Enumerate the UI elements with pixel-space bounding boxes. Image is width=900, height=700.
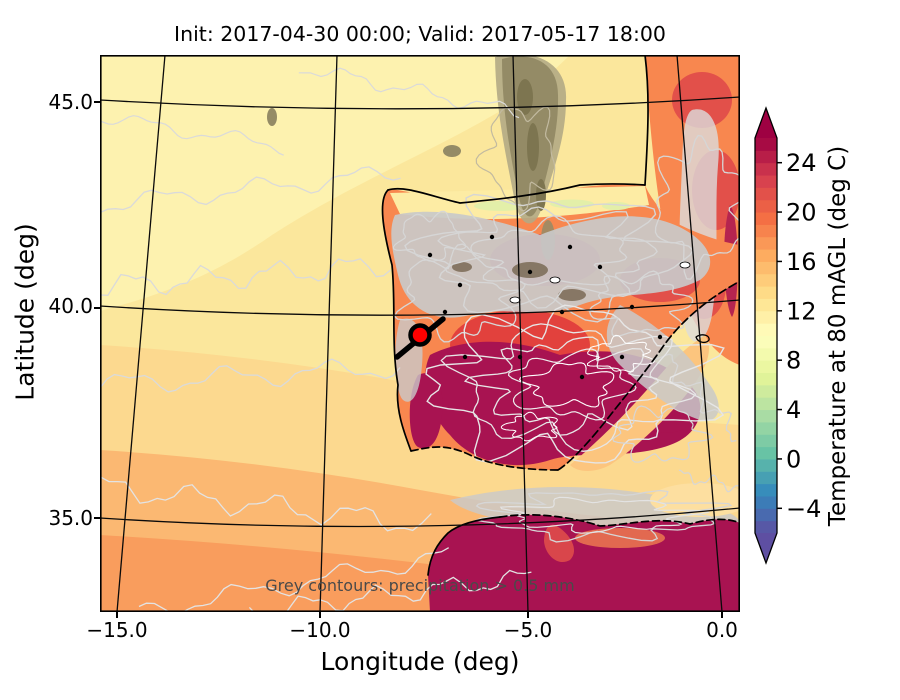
svg-text:8: 8: [786, 347, 801, 375]
svg-text:20: 20: [786, 199, 817, 227]
x-axis-label: Longitude (deg): [320, 647, 520, 676]
x-tick: [527, 612, 529, 618]
svg-text:24: 24: [786, 149, 817, 177]
y-tick-label: 45.0: [48, 90, 93, 114]
plot-border: [100, 55, 740, 612]
x-tick: [721, 612, 723, 618]
precipitation-contours: [100, 67, 740, 612]
y-tick-label: 40.0: [48, 294, 93, 318]
temperature-field: [100, 55, 740, 612]
svg-text:−4: −4: [786, 495, 821, 523]
svg-text:0: 0: [786, 445, 801, 473]
y-tick-label: 35.0: [48, 506, 93, 530]
site-marker: [394, 316, 446, 360]
svg-text:16: 16: [786, 248, 817, 276]
y-tick: [94, 517, 100, 519]
coastlines: [381, 55, 740, 576]
x-tick-label: −10.0: [289, 618, 351, 642]
svg-text:12: 12: [786, 297, 817, 325]
x-tick: [319, 612, 321, 618]
y-tick: [94, 101, 100, 103]
colorbar: 24 20 16 12 8 4 0 −4: [754, 106, 821, 565]
precip-annotation: Grey contours: precipitation > 0.5 mm: [265, 576, 574, 595]
x-tick-label: 0.0: [706, 618, 738, 642]
graticule: [100, 55, 740, 612]
figure-title: Init: 2017-04-30 00:00; Valid: 2017-05-1…: [174, 22, 666, 46]
x-tick-label: −5.0: [503, 618, 553, 642]
map-plot: Grey contours: precipitation > 0.5 mm: [100, 55, 740, 612]
y-axis-label: Latitude (deg): [10, 223, 40, 401]
x-tick-label: −15.0: [86, 618, 148, 642]
x-tick: [116, 612, 118, 618]
colorbar-label: Temperature at 80 mAGL (deg C): [825, 145, 851, 527]
y-tick: [94, 307, 100, 309]
svg-text:4: 4: [786, 396, 801, 424]
